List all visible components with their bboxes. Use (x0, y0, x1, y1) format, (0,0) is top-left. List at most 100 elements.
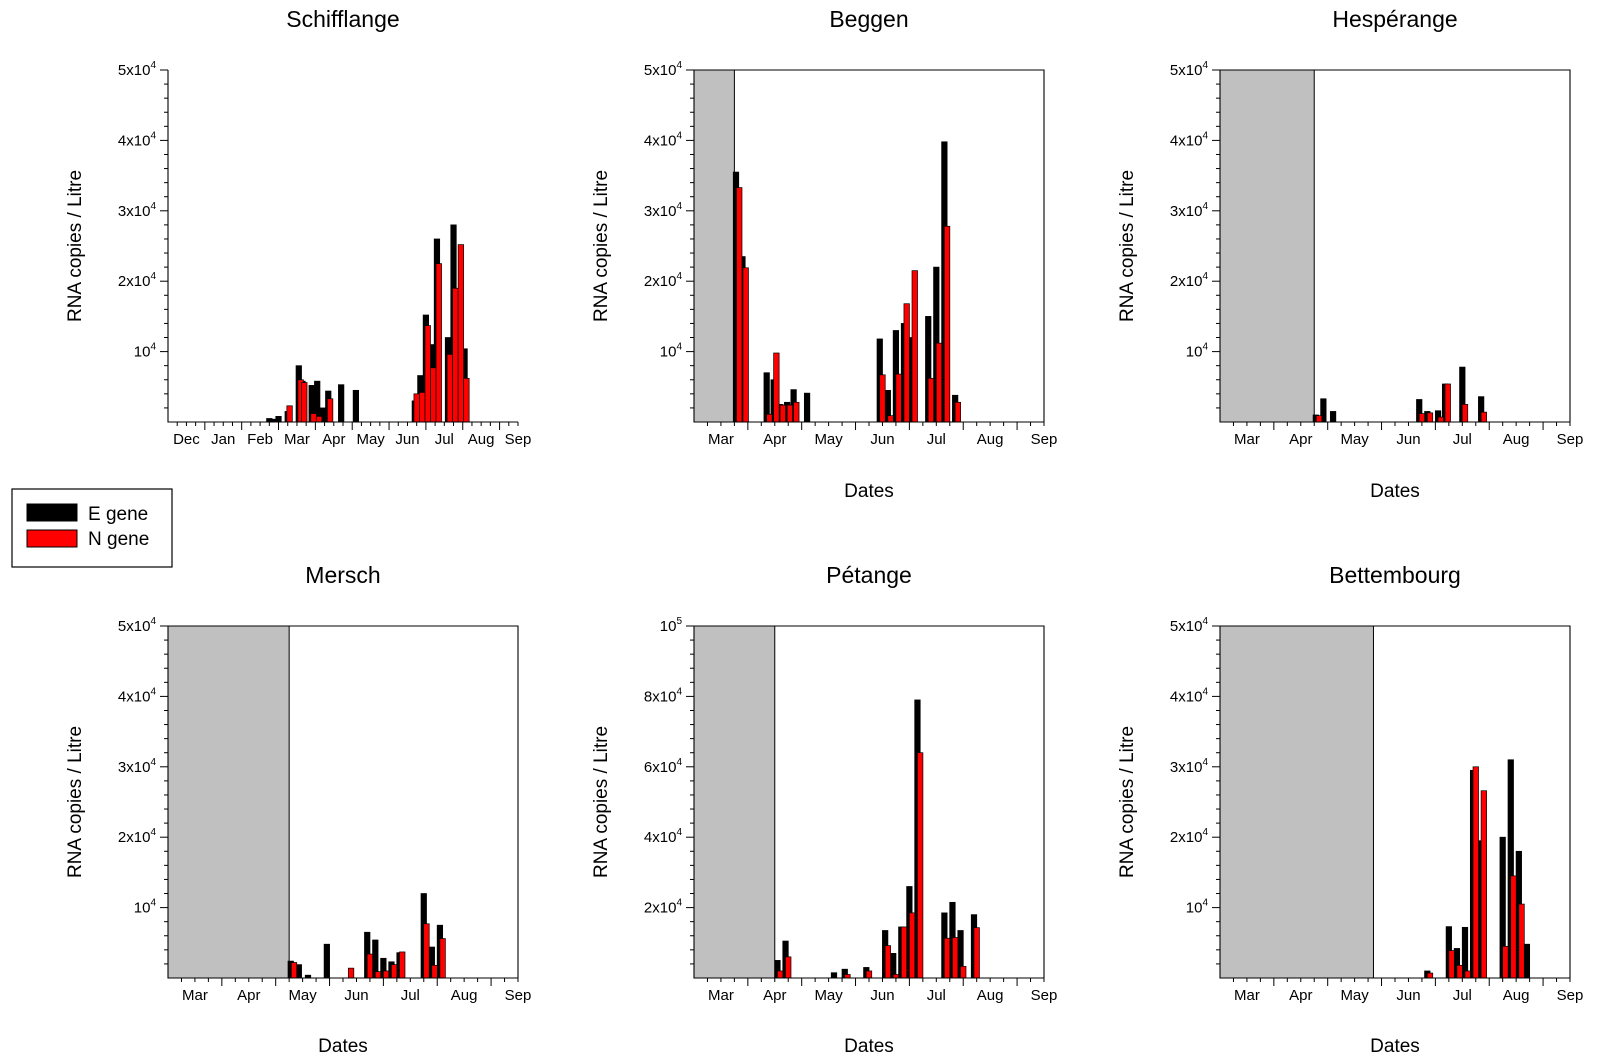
x-tick-label: May (1340, 431, 1369, 448)
bar-n-gene (431, 964, 438, 979)
x-tick-label: Mar (708, 431, 734, 448)
x-tick-label: May (814, 431, 843, 448)
bar-n-gene (374, 971, 382, 979)
y-axis-label: RNA copies / Litre (65, 170, 86, 322)
x-tick-label: Aug (451, 987, 478, 1004)
x-axis-label: Dates (844, 1036, 894, 1057)
bar-n-gene (900, 926, 908, 979)
bar-n-gene (1426, 412, 1434, 423)
bar-n-gene (785, 956, 792, 979)
legend: E gene N gene (11, 488, 173, 568)
y-tick-label: 3x104 (118, 757, 157, 776)
panel-mersch: Mersch Mar Apr May Jun Jul Aug Sep 104 2x104 3x1… (65, 562, 531, 1057)
x-tick-label: May (288, 987, 317, 1004)
x-tick-label: Sep (505, 431, 532, 448)
y-tick-label: 3x104 (644, 201, 683, 220)
bar-e-gene (323, 943, 330, 979)
axes-frame (1219, 69, 1571, 423)
bar-n-gene (290, 962, 298, 979)
bar-n-gene (917, 752, 924, 979)
bar-n-gene (952, 937, 959, 979)
x-tick-label: Mar (708, 987, 734, 1004)
x-tick-label: Apr (763, 431, 786, 448)
y-axis-label: RNA copies / Litre (591, 726, 612, 878)
y-tick-label: 4x104 (1170, 130, 1209, 149)
y-tick-label: 4x104 (118, 130, 157, 149)
bar-n-gene (1461, 404, 1469, 423)
x-tick-label: May (356, 431, 385, 448)
x-tick-label: Sep (505, 987, 532, 1004)
y-tick-label: 104 (660, 342, 683, 361)
y-tick-label: 8x104 (644, 686, 683, 705)
bar-n-gene (315, 416, 323, 423)
bar-e-gene (1461, 926, 1469, 979)
x-tick-label: Sep (1557, 431, 1584, 448)
y-tick-label: 6x104 (644, 757, 683, 776)
no-data-region (167, 625, 290, 979)
y-tick-label: 2x104 (1170, 827, 1209, 846)
bar-n-gene (960, 966, 967, 979)
bar-n-gene (413, 393, 420, 423)
bar-e-gene (1523, 943, 1531, 979)
panel-title: Mersch (305, 562, 380, 588)
panel-schifflange: Schifflange Dec Jan Feb Mar Apr May Jun Jul Aug S… (65, 6, 531, 448)
bar-n-gene (463, 378, 470, 423)
bar-n-gene (908, 912, 916, 979)
bar-n-gene (742, 267, 749, 423)
no-data-region (693, 69, 735, 423)
bar-n-gene (884, 945, 891, 979)
bar-n-gene (927, 378, 935, 423)
x-tick-label: Jun (344, 987, 368, 1004)
x-tick-label: Aug (977, 987, 1004, 1004)
bar-n-gene (439, 938, 446, 979)
x-tick-label: Apr (1289, 987, 1312, 1004)
bar-n-gene (879, 374, 886, 423)
y-tick-label: 104 (134, 342, 157, 361)
bar-n-gene (1480, 790, 1487, 979)
bar-n-gene (430, 367, 437, 423)
bar-e-gene (830, 972, 838, 979)
bar-e-gene (338, 384, 345, 423)
x-tick-label: Apr (763, 987, 786, 1004)
y-tick-label: 4x104 (1170, 686, 1209, 705)
y-axis-label: RNA copies / Litre (1117, 170, 1138, 322)
no-data-region (693, 625, 776, 979)
bar-n-gene (423, 923, 430, 979)
x-tick-label: Sep (1031, 987, 1058, 1004)
panel-title: Schifflange (286, 6, 399, 32)
no-data-region (1219, 625, 1374, 979)
legend-swatch-n-gene (26, 529, 78, 548)
bar-n-gene (887, 415, 894, 423)
panel-petange: Pétange Mar Apr May Jun Jul Aug Sep 2x104 4x104… (591, 562, 1057, 1057)
y-tick-label: 5x104 (118, 60, 157, 79)
axes-frame (167, 625, 519, 979)
legend-swatch-e-gene (26, 503, 78, 522)
bar-e-gene (803, 392, 811, 423)
panel-title: Bettembourg (1329, 562, 1461, 588)
y-tick-label: 2x104 (1170, 271, 1209, 290)
bar-n-gene (327, 398, 334, 423)
axes-frame (167, 70, 518, 423)
y-tick-label: 2x104 (644, 271, 683, 290)
bar-n-gene (457, 244, 464, 423)
bar-e-gene (1329, 411, 1337, 423)
x-tick-label: May (1340, 987, 1369, 1004)
x-tick-label: Apr (237, 987, 260, 1004)
x-tick-label: Feb (247, 431, 273, 448)
bar-n-gene (347, 967, 355, 979)
bar-n-gene (1437, 416, 1444, 423)
bar-e-gene (352, 389, 359, 423)
bar-n-gene (766, 413, 773, 423)
bar-n-gene (793, 401, 800, 423)
x-tick-label: Jan (211, 431, 235, 448)
bar-n-gene (736, 187, 743, 423)
x-tick-label: Jul (927, 431, 946, 448)
bar-n-gene (366, 953, 374, 979)
y-tick-label: 4x104 (644, 827, 683, 846)
x-tick-label: Jun (1396, 431, 1420, 448)
y-tick-label: 5x104 (644, 60, 683, 79)
bar-n-gene (895, 373, 902, 423)
x-axis-label: Dates (844, 481, 894, 502)
y-axis-label: RNA copies / Litre (65, 726, 86, 878)
